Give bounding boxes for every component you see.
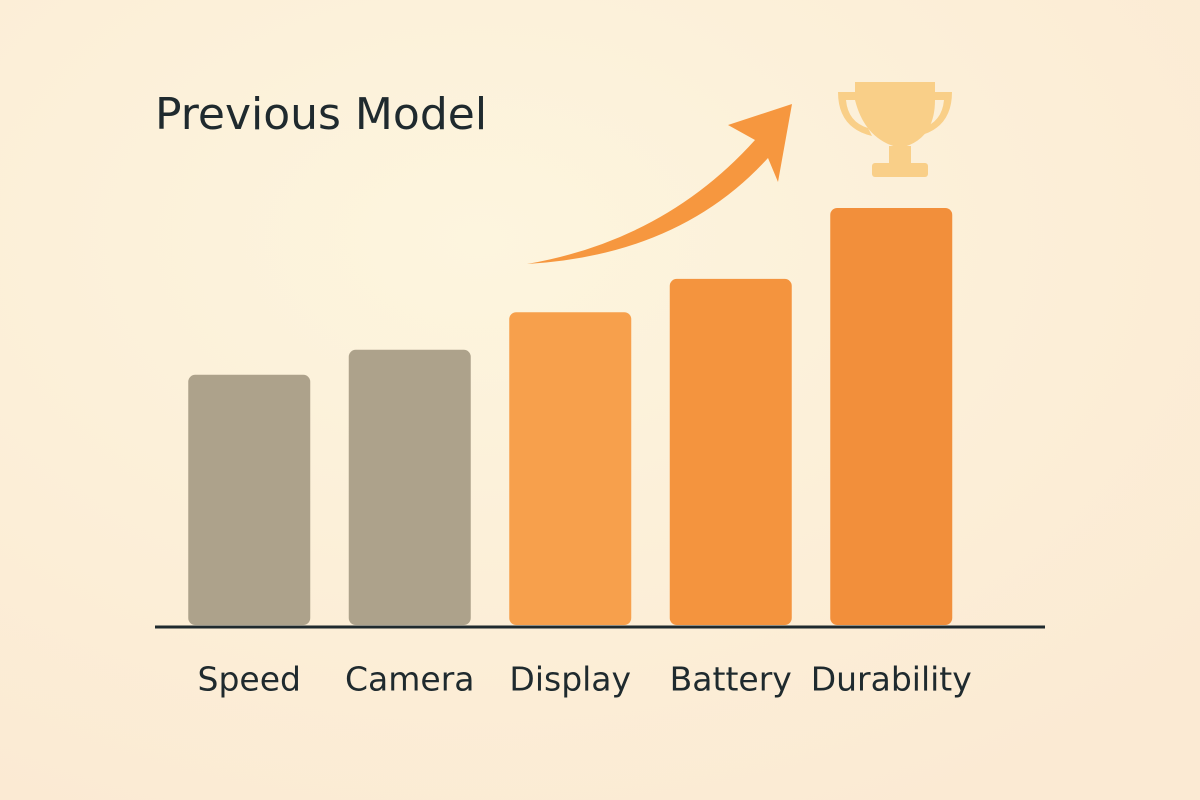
bar — [830, 208, 953, 625]
x-tick-label: Durability — [811, 660, 972, 699]
x-tick-label: Camera — [345, 660, 475, 699]
x-tick-label: Display — [509, 660, 631, 699]
bar — [509, 312, 632, 625]
bar — [348, 349, 471, 625]
trend-arrow — [527, 104, 792, 264]
bar — [188, 374, 311, 625]
x-tick-label: Battery — [670, 660, 792, 699]
chart-title: Previous Model — [155, 89, 487, 140]
x-tick-label: Speed — [198, 660, 301, 699]
trophy-icon — [838, 82, 952, 177]
bar — [669, 278, 792, 625]
